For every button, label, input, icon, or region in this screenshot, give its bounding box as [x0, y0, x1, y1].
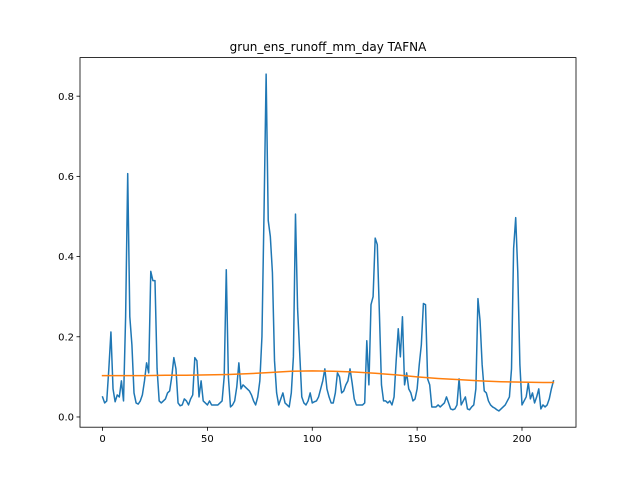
- series-layer: [101, 73, 555, 412]
- axes-frame: [79, 57, 577, 428]
- chart-title: grun_ens_runoff_mm_day TAFNA: [230, 40, 428, 54]
- y-tick-label: 0.2: [58, 332, 74, 343]
- x-tick-label: 200: [512, 434, 531, 445]
- plot-background: [80, 57, 576, 428]
- y-tick-label: 0.6: [58, 172, 74, 183]
- plot-area: [80, 57, 576, 428]
- series-line-2: [101, 370, 555, 384]
- x-tick-label: 100: [303, 434, 322, 445]
- y-tick-label: 0.8: [58, 92, 74, 103]
- y-tick-label: 0.4: [58, 252, 74, 263]
- series-line-1: [101, 73, 555, 412]
- x-tick-label: 150: [408, 434, 427, 445]
- x-tick-label: 50: [201, 434, 214, 445]
- x-tick-label: 0: [99, 434, 105, 445]
- y-tick-label: 0.0: [58, 413, 74, 424]
- axes-layer: 0 50 100 150 200 0.0 0.2 0.4 0.6 0.8: [58, 57, 577, 445]
